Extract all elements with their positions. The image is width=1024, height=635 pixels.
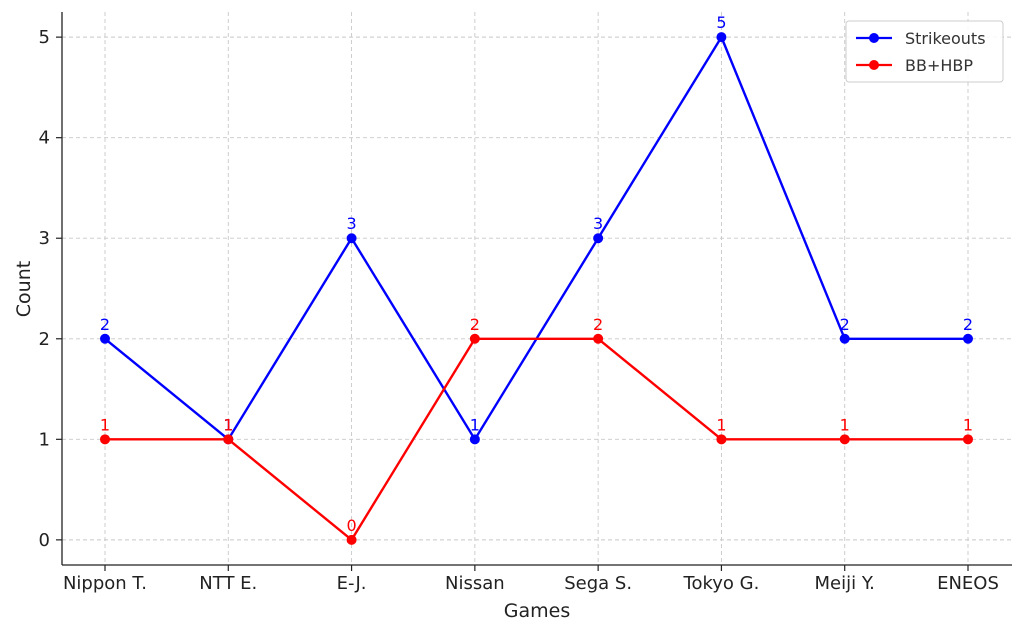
y-tick-label: 5 bbox=[39, 27, 50, 48]
data-label-bb-hbp: 1 bbox=[963, 415, 973, 434]
data-point-bb-hbp bbox=[223, 434, 234, 445]
data-label-strikeouts: 1 bbox=[223, 415, 233, 434]
data-point-strikeouts bbox=[469, 434, 480, 445]
data-point-bb-hbp bbox=[963, 434, 973, 445]
legend-marker-bb-hbp bbox=[869, 60, 879, 70]
y-tick-label: 0 bbox=[39, 530, 50, 551]
data-point-strikeouts bbox=[593, 233, 604, 244]
y-tick-label: 1 bbox=[39, 429, 50, 450]
legend-box bbox=[845, 20, 1004, 83]
data-point-bb-hbp bbox=[346, 534, 357, 545]
y-ticks: 0 1 2 3 4 5 bbox=[39, 27, 62, 551]
data-label-strikeouts: 3 bbox=[593, 214, 603, 233]
data-point-strikeouts bbox=[839, 333, 850, 344]
x-tick-label: ENEOS bbox=[937, 573, 999, 594]
series-group bbox=[100, 32, 973, 545]
data-point-strikeouts bbox=[100, 333, 110, 344]
y-tick-label: 4 bbox=[39, 128, 50, 149]
data-label-strikeouts: 3 bbox=[346, 214, 356, 233]
data-point-strikeouts bbox=[716, 32, 727, 43]
y-tick-label: 2 bbox=[39, 329, 50, 350]
series-line-bb-hbp bbox=[105, 337, 968, 542]
x-ticks: Nippon T. NTT E. E-J. Nissan Sega S. Tokyo G.… bbox=[63, 565, 999, 594]
data-label-strikeouts: 2 bbox=[963, 315, 973, 334]
legend: Strikeouts BB+HBP bbox=[845, 20, 1004, 83]
data-point-bb-hbp bbox=[469, 333, 480, 344]
legend-marker-strikeouts bbox=[869, 33, 879, 43]
legend-label-strikeouts: Strikeouts bbox=[905, 29, 986, 48]
grid bbox=[62, 12, 1012, 565]
x-tick-label: Sega S. bbox=[564, 573, 632, 594]
data-label-bb-hbp: 1 bbox=[716, 415, 726, 434]
data-point-bb-hbp bbox=[839, 434, 850, 445]
data-label-bb-hbp: 2 bbox=[593, 315, 603, 334]
data-label-bb-hbp: 2 bbox=[470, 315, 480, 334]
data-label-strikeouts: 1 bbox=[470, 415, 480, 434]
y-tick-label: 3 bbox=[39, 228, 50, 249]
x-tick-label: NTT E. bbox=[199, 573, 257, 594]
data-label-bb-hbp: 1 bbox=[840, 415, 850, 434]
legend-label-bb-hbp: BB+HBP bbox=[905, 56, 973, 75]
data-point-strikeouts bbox=[346, 233, 357, 244]
data-label-bb-hbp: 1 bbox=[223, 415, 233, 434]
data-point-bb-hbp bbox=[716, 434, 727, 445]
x-tick-label: E-J. bbox=[337, 573, 367, 594]
data-label-bb-hbp: 1 bbox=[100, 415, 110, 434]
series-line-strikeouts bbox=[104, 35, 968, 441]
data-point-strikeouts bbox=[963, 333, 973, 344]
x-tick-label: Meiji Y. bbox=[815, 573, 875, 594]
data-label-strikeouts: 2 bbox=[840, 315, 850, 334]
y-axis-title: Count bbox=[13, 261, 35, 317]
data-label-strikeouts: 5 bbox=[716, 13, 726, 32]
axes bbox=[61, 12, 1012, 566]
x-tick-label: Nissan bbox=[445, 573, 505, 594]
data-label-bb-hbp: 0 bbox=[346, 516, 356, 535]
x-axis-title: Games bbox=[504, 600, 570, 622]
x-tick-label: Nippon T. bbox=[63, 573, 147, 594]
data-point-bb-hbp bbox=[593, 333, 604, 344]
x-tick-label: Tokyo G. bbox=[683, 573, 760, 594]
data-point-bb-hbp bbox=[100, 434, 110, 445]
data-label-strikeouts: 2 bbox=[100, 315, 110, 334]
